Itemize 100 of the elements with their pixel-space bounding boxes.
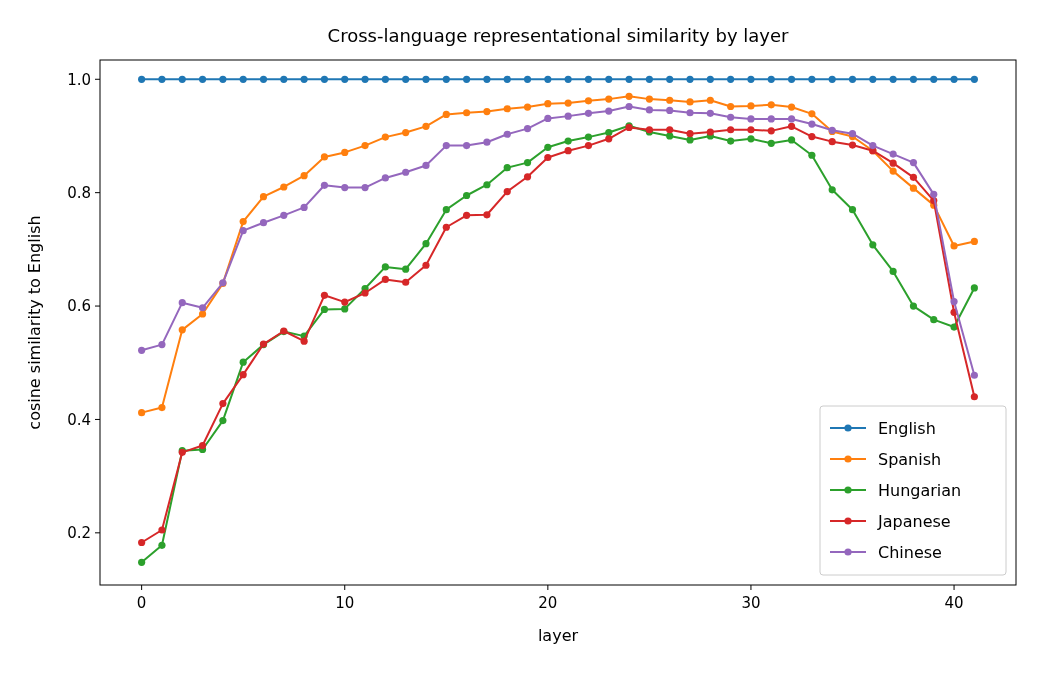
x-tick-label: 20 xyxy=(538,594,558,612)
point xyxy=(422,261,430,269)
point xyxy=(686,75,694,83)
point xyxy=(869,142,877,150)
point xyxy=(625,92,633,100)
point xyxy=(808,75,816,83)
point xyxy=(666,132,674,140)
point xyxy=(605,95,613,103)
point xyxy=(219,75,227,83)
point xyxy=(584,109,593,117)
point xyxy=(138,538,146,547)
point xyxy=(341,75,349,83)
point xyxy=(300,337,308,345)
point xyxy=(138,75,146,83)
point xyxy=(442,206,450,214)
point xyxy=(706,109,714,117)
point xyxy=(970,75,978,83)
point xyxy=(422,122,430,130)
point xyxy=(564,112,572,120)
point xyxy=(970,393,978,401)
point xyxy=(909,302,918,310)
point xyxy=(239,371,247,379)
point xyxy=(523,125,532,133)
point xyxy=(727,102,735,111)
y-tick-label: 0.6 xyxy=(67,297,91,316)
point xyxy=(402,265,410,273)
point xyxy=(787,75,796,83)
point xyxy=(584,142,593,150)
legend-label: Chinese xyxy=(878,542,942,562)
point xyxy=(402,128,410,137)
point xyxy=(747,135,755,143)
x-tick-label: 30 xyxy=(741,594,761,612)
point xyxy=(686,98,694,106)
point xyxy=(564,99,572,107)
legend-label: Japanese xyxy=(877,511,951,531)
point xyxy=(158,541,166,549)
point xyxy=(503,187,511,196)
point xyxy=(645,106,653,114)
x-tick-label: 10 xyxy=(335,594,355,612)
point xyxy=(950,297,958,306)
point xyxy=(198,310,207,318)
point xyxy=(808,120,816,128)
point xyxy=(787,136,796,144)
point xyxy=(584,97,593,105)
point xyxy=(808,132,816,141)
point xyxy=(341,298,349,306)
point xyxy=(463,191,471,200)
point xyxy=(645,95,653,103)
point xyxy=(158,526,166,534)
legend-label: Hungarian xyxy=(878,480,962,500)
point xyxy=(747,115,755,123)
point xyxy=(523,159,532,167)
point xyxy=(544,100,552,108)
point xyxy=(889,159,897,167)
point xyxy=(259,193,268,201)
point xyxy=(727,137,735,145)
point xyxy=(320,75,329,83)
point xyxy=(178,326,186,334)
point xyxy=(869,241,877,249)
point xyxy=(584,75,593,83)
point xyxy=(584,133,593,141)
point xyxy=(381,133,389,141)
point xyxy=(402,75,410,83)
point xyxy=(523,103,532,111)
x-axis-title: layer xyxy=(537,626,579,645)
point xyxy=(787,122,796,130)
point xyxy=(564,137,572,145)
point xyxy=(706,96,714,104)
point xyxy=(483,138,491,146)
legend-label: English xyxy=(878,418,936,438)
point xyxy=(767,139,775,147)
point xyxy=(828,186,836,194)
point xyxy=(320,153,329,161)
point xyxy=(544,143,552,151)
point xyxy=(361,142,369,150)
point xyxy=(422,240,430,248)
point xyxy=(320,181,329,189)
point xyxy=(381,275,389,284)
point xyxy=(848,141,857,149)
point xyxy=(198,304,207,312)
point xyxy=(280,183,288,191)
point xyxy=(381,75,389,83)
point xyxy=(198,441,207,450)
chart-title: Cross-language representational similarity by layer xyxy=(327,25,790,46)
point xyxy=(483,181,491,189)
point xyxy=(808,151,816,159)
point xyxy=(341,183,349,192)
point xyxy=(747,126,755,134)
point xyxy=(341,305,349,313)
point xyxy=(727,113,735,121)
point xyxy=(564,147,572,155)
point xyxy=(381,174,389,182)
point xyxy=(523,75,532,83)
point xyxy=(158,403,166,412)
point xyxy=(300,203,308,212)
point xyxy=(848,75,857,83)
point xyxy=(361,75,369,83)
point xyxy=(523,173,532,181)
point xyxy=(605,135,613,143)
point xyxy=(503,164,511,172)
